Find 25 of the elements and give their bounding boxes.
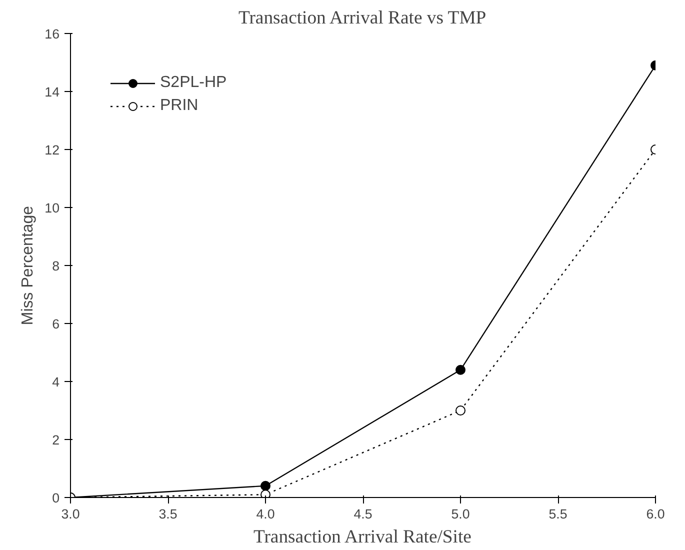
- x-tick-label: 5.5: [548, 506, 568, 522]
- y-tick-label: 16: [44, 26, 60, 42]
- point: [456, 364, 466, 375]
- legend-label: PRIN: [160, 97, 198, 115]
- chart-title: Transaction Arrival Rate vs TMP: [238, 8, 486, 28]
- y-tick-label: 0: [52, 490, 60, 506]
- x-tick-label: 5.0: [451, 506, 470, 522]
- y-tick-label: 6: [52, 316, 60, 332]
- y-tick-label: 4: [52, 374, 60, 390]
- y-tick-label: 10: [44, 200, 60, 216]
- y-tick-label: 8: [52, 258, 60, 274]
- point: [456, 406, 466, 416]
- x-tick-label: 4.0: [256, 506, 275, 522]
- point: [260, 490, 270, 498]
- y-tick-label: 2: [52, 432, 60, 448]
- y-tick-label: 12: [44, 142, 60, 158]
- x-tick-label: 3.0: [61, 506, 80, 522]
- x-axis-title: Transaction Arrival Rate/Site: [254, 526, 472, 548]
- x-tick-label: 3.5: [158, 506, 178, 522]
- x-tick-label: 4.5: [354, 506, 372, 522]
- y-tick-label: 14: [44, 84, 60, 100]
- point: [260, 480, 270, 491]
- x-tick-label: 6.0: [646, 506, 665, 522]
- y-axis-title: Miss Percentage: [20, 206, 37, 326]
- legend-label: S2PL-HP: [160, 74, 227, 92]
